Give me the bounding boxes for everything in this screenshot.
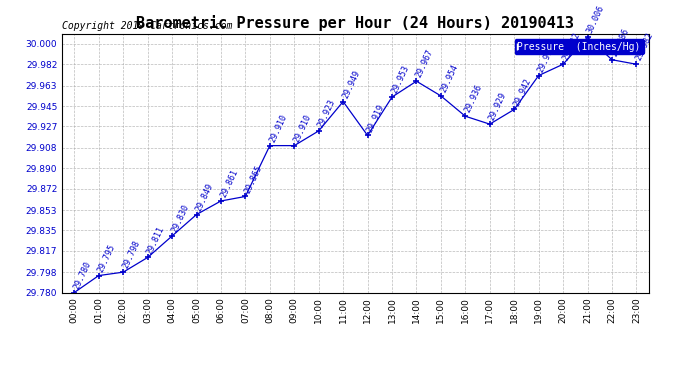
Text: 29.949: 29.949 <box>341 69 362 100</box>
Text: 29.972: 29.972 <box>536 43 558 74</box>
Text: 29.954: 29.954 <box>439 63 460 94</box>
Text: 29.953: 29.953 <box>390 64 411 95</box>
Text: 29.910: 29.910 <box>292 112 313 144</box>
Title: Barometric Pressure per Hour (24 Hours) 20190413: Barometric Pressure per Hour (24 Hours) … <box>137 15 574 31</box>
Text: 29.861: 29.861 <box>219 168 239 199</box>
Text: 29.910: 29.910 <box>268 112 288 144</box>
Text: 29.923: 29.923 <box>317 98 337 129</box>
Text: 29.942: 29.942 <box>512 76 533 108</box>
Text: 29.780: 29.780 <box>72 260 93 291</box>
Text: 30.006: 30.006 <box>585 4 606 35</box>
Text: 29.798: 29.798 <box>121 239 142 270</box>
Text: 29.795: 29.795 <box>97 243 117 274</box>
Text: 29.967: 29.967 <box>414 48 435 79</box>
Text: 29.849: 29.849 <box>195 182 215 213</box>
Text: 29.982: 29.982 <box>634 32 655 62</box>
Text: 29.986: 29.986 <box>610 27 631 58</box>
Text: 29.982: 29.982 <box>561 32 582 62</box>
Legend: Pressure  (Inches/Hg): Pressure (Inches/Hg) <box>515 39 644 54</box>
Text: Copyright 2019 Cartronics.com: Copyright 2019 Cartronics.com <box>62 21 233 31</box>
Text: 29.929: 29.929 <box>488 91 509 122</box>
Text: 29.936: 29.936 <box>463 83 484 114</box>
Text: 29.811: 29.811 <box>146 225 166 255</box>
Text: 29.919: 29.919 <box>366 102 386 134</box>
Text: 29.830: 29.830 <box>170 203 190 234</box>
Text: 29.865: 29.865 <box>243 164 264 195</box>
